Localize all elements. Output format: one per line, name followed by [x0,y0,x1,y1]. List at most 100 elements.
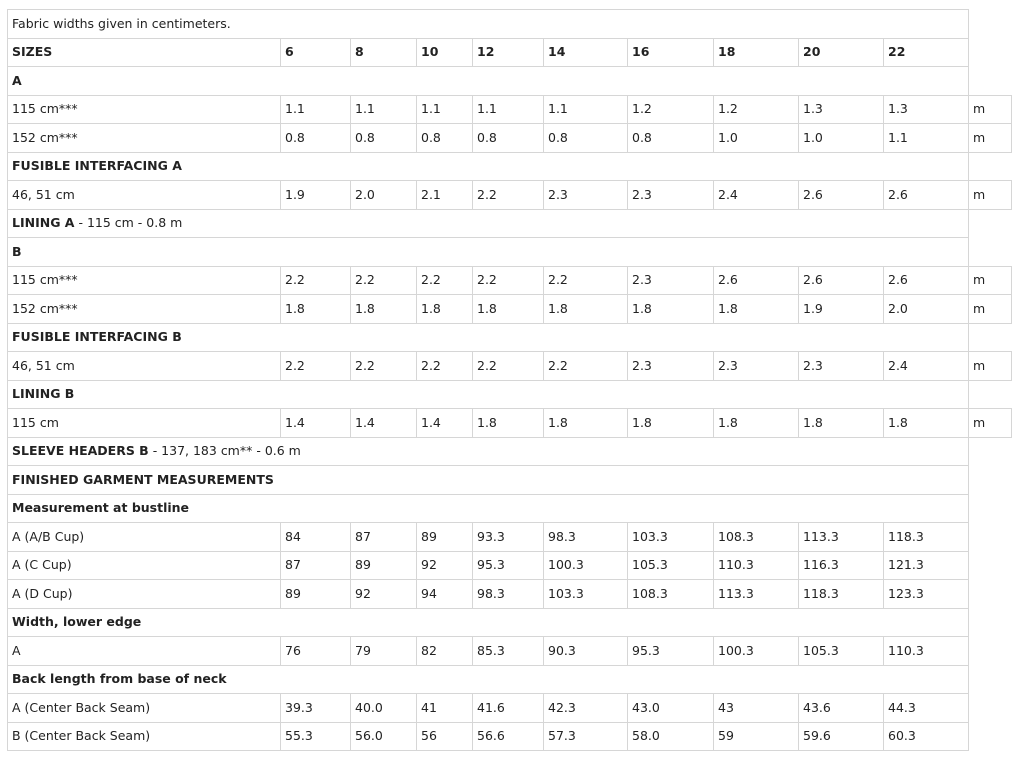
section-finished-measurements: FINISHED GARMENT MEASUREMENTS [7,465,969,495]
section-back-length-row: Back length from base of neck [7,664,1012,694]
cell-value: 93.3 [472,522,544,552]
section-lining-b-row: LINING B [7,379,1012,409]
cell-value: 2.2 [350,351,417,381]
cell-value: 40.0 [350,693,417,723]
cell-value: 2.3 [798,351,884,381]
cell-value: 94 [416,579,473,609]
cell-value: 1.9 [280,180,351,210]
cell-value: 2.1 [416,180,473,210]
row-label: A (C Cup) [7,550,281,580]
cell-value: 2.2 [280,265,351,295]
size-header: 20 [798,37,884,67]
cell-value: 100.3 [543,550,628,580]
row-label: 152 cm*** [7,123,281,153]
cell-value: 43.6 [798,693,884,723]
cell-value: 1.1 [350,94,417,124]
cell-value: 44.3 [883,693,969,723]
cell-value: 2.6 [798,265,884,295]
cell-value: 118.3 [798,579,884,609]
cell-value: 110.3 [883,636,969,666]
size-header: 22 [883,37,969,67]
cell-value: 103.3 [543,579,628,609]
section-sleeve-headers-b-label: SLEEVE HEADERS B [12,443,149,459]
section-view-a-label: A [12,72,22,88]
section-finished-measurements-row: FINISHED GARMENT MEASUREMENTS [7,465,1012,495]
cell-value: 41.6 [472,693,544,723]
section-view-b-row: B [7,237,1012,267]
fabric-width-note: Fabric widths given in centimeters. [7,9,969,39]
cell-value: 1.8 [883,408,969,438]
cell-value: 1.1 [883,123,969,153]
cell-value: 2.2 [472,265,544,295]
sizes-label: SIZES [7,37,281,67]
section-lining-b-label: LINING B [12,386,75,402]
row-label: 152 cm*** [7,294,281,324]
cell-value: 0.8 [472,123,544,153]
section-lining-a-detail: - 115 cm - 0.8 m [74,215,183,231]
section-view-b: B [7,237,969,267]
section-sleeve-headers-b-row: SLEEVE HEADERS B - 137, 183 cm** - 0.6 m [7,436,1012,466]
row-label: 46, 51 cm [7,180,281,210]
cell-value: 2.0 [883,294,969,324]
cell-value: 1.8 [472,408,544,438]
cell-value: 1.4 [416,408,473,438]
table-row: 115 cm 1.4 1.4 1.4 1.8 1.8 1.8 1.8 1.8 1.8 m [7,408,1012,438]
cell-value: 1.8 [350,294,417,324]
cell-value: 89 [280,579,351,609]
cell-value: 1.2 [627,94,714,124]
cell-value: 1.3 [798,94,884,124]
cell-value: 1.0 [798,123,884,153]
section-bustline-row: Measurement at bustline [7,493,1012,523]
cell-value: 92 [416,550,473,580]
table-row: A (Center Back Seam) 39.3 40.0 41 41.6 42.3 43… [7,693,1012,723]
cell-value: 110.3 [713,550,799,580]
cell-value: 1.8 [627,294,714,324]
cell-value: 60.3 [883,721,969,751]
row-label: B (Center Back Seam) [7,721,281,751]
cell-value: 1.8 [543,294,628,324]
size-header: 14 [543,37,628,67]
cell-value: 0.8 [350,123,417,153]
cell-value: 1.3 [883,94,969,124]
cell-value: 2.6 [713,265,799,295]
cell-value: 2.2 [416,265,473,295]
row-label: A (Center Back Seam) [7,693,281,723]
cell-value: 123.3 [883,579,969,609]
size-header: 12 [472,37,544,67]
cell-value: 84 [280,522,351,552]
cell-value: 0.8 [416,123,473,153]
cell-value: 1.8 [416,294,473,324]
cell-value: 1.8 [798,408,884,438]
cell-value: 2.0 [350,180,417,210]
table-row: A (C Cup) 87 89 92 95.3 100.3 105.3 110.3 116.3 1… [7,550,1012,580]
cell-value: 41 [416,693,473,723]
section-sleeve-headers-b-detail: - 137, 183 cm** - 0.6 m [148,443,301,459]
cell-value: 87 [350,522,417,552]
size-header: 10 [416,37,473,67]
table-row: A 76 79 82 85.3 90.3 95.3 100.3 105.3 110.3 [7,636,1012,666]
cell-value: 55.3 [280,721,351,751]
cell-value: 89 [350,550,417,580]
row-label: A [7,636,281,666]
cell-value: 1.1 [543,94,628,124]
cell-value: 98.3 [543,522,628,552]
section-fusible-interfacing-b: FUSIBLE INTERFACING B [7,322,969,352]
section-back-length-label: Back length from base of neck [12,671,227,687]
section-fusible-interfacing-b-row: FUSIBLE INTERFACING B [7,322,1012,352]
table-row: 115 cm*** 1.1 1.1 1.1 1.1 1.1 1.2 1.2 1.3 1.3 m [7,94,1012,124]
cell-value: 113.3 [798,522,884,552]
cell-value: 1.8 [543,408,628,438]
cell-value: 2.3 [627,180,714,210]
cell-value: 42.3 [543,693,628,723]
cell-value: 2.4 [883,351,969,381]
note-row: Fabric widths given in centimeters. [7,9,1012,39]
cell-value: 2.2 [416,351,473,381]
section-lower-edge-label: Width, lower edge [12,614,142,630]
cell-value: 57.3 [543,721,628,751]
section-fusible-interfacing-b-label: FUSIBLE INTERFACING B [12,329,182,345]
size-header: 16 [627,37,714,67]
cell-value: 92 [350,579,417,609]
section-bustline: Measurement at bustline [7,493,969,523]
cell-value: 56 [416,721,473,751]
section-view-b-label: B [12,243,22,259]
